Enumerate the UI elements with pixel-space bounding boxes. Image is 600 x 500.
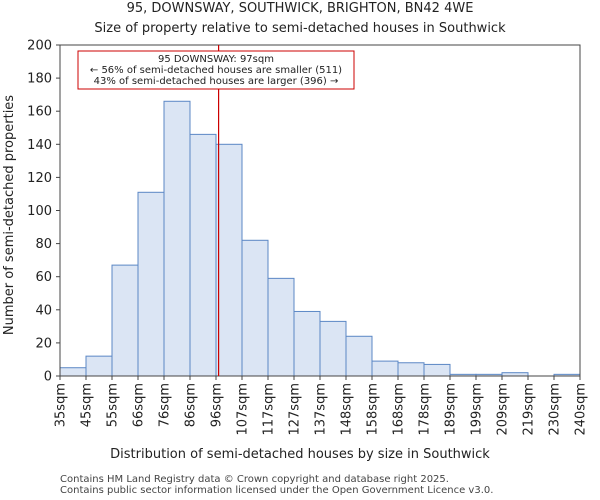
x-tick-label: 230sqm (548, 383, 563, 436)
x-tick-labels: 35sqm 45sqm 55sqm 66sqm 76sqm 86sqm 96sqm 107sq… (54, 376, 589, 436)
histogram-bar (163, 100, 191, 377)
histogram-bar (241, 239, 269, 377)
x-tick-label: 219sqm (522, 383, 537, 436)
y-tick-label: 180 (27, 72, 52, 87)
x-tick-label: 96sqm (210, 383, 225, 427)
y-tick-label: 140 (27, 138, 52, 153)
x-tick-label: 86sqm (184, 383, 199, 427)
annotation-box: 95 DOWNSWAY: 97sqm ← 56% of semi-detache… (77, 50, 355, 90)
histogram-bar (423, 363, 451, 377)
histogram-bar (371, 360, 399, 377)
chart-title: 95, DOWNSWAY, SOUTHWICK, BRIGHTON, BN42 … (127, 1, 474, 16)
x-tick-label: 35sqm (54, 383, 69, 427)
y-tick-label: 80 (35, 237, 52, 252)
histogram-bar (319, 320, 347, 377)
x-tick-label: 178sqm (418, 383, 433, 436)
plot-area-frame (59, 44, 581, 377)
footer-copyright: Contains HM Land Registry data © Crown c… (60, 474, 449, 485)
x-tick-label: 137sqm (314, 383, 329, 436)
x-tick-label: 127sqm (288, 383, 303, 436)
x-tick-label: 76sqm (158, 383, 173, 427)
x-tick-label: 148sqm (340, 383, 355, 436)
y-tick-marks (56, 44, 60, 377)
x-axis-label: Distribution of semi-detached houses by … (110, 447, 490, 462)
y-tick-label: 100 (27, 204, 52, 219)
histogram-bar (111, 264, 139, 377)
y-tick-label: 160 (27, 105, 52, 120)
annotation-frame (77, 50, 355, 90)
x-tick-label: 107sqm (236, 383, 251, 436)
x-tick-label: 199sqm (470, 383, 485, 436)
x-tick-label: 55sqm (106, 383, 121, 427)
histogram-bar (85, 355, 113, 377)
y-tick-labels: 0 20 40 60 80 100 120 140 160 180 200 (27, 39, 52, 385)
x-tick-label: 45sqm (80, 383, 95, 427)
annotation-line-2: ← 56% of semi-detached houses are smalle… (90, 65, 342, 76)
histogram-bar (345, 335, 373, 377)
y-tick-label: 20 (35, 336, 52, 351)
histogram-bar (59, 367, 87, 377)
y-tick-label: 0 (44, 370, 52, 385)
x-tick-label: 117sqm (262, 383, 277, 436)
y-tick-label: 200 (27, 39, 52, 54)
annotation-line-3: 43% of semi-detached houses are larger (… (94, 76, 339, 87)
histogram-bar (293, 310, 321, 377)
y-tick-label: 40 (35, 303, 52, 318)
histogram-bars (59, 100, 581, 377)
annotation-line-1: 95 DOWNSWAY: 97sqm (158, 54, 274, 65)
x-tick-label: 66sqm (132, 383, 147, 427)
chart-subtitle: Size of property relative to semi-detach… (94, 21, 506, 36)
y-axis-label: Number of semi-detached properties (2, 95, 17, 335)
histogram-bar (215, 143, 243, 377)
y-tick-label: 120 (27, 171, 52, 186)
histogram-bar (267, 277, 295, 377)
histogram-bar (397, 362, 425, 377)
histogram-bar (189, 133, 217, 377)
histogram-bar (137, 191, 165, 377)
x-tick-label: 209sqm (496, 383, 511, 436)
x-tick-label: 189sqm (444, 383, 459, 436)
footer-licence: Contains public sector information licen… (60, 485, 494, 496)
x-tick-label: 168sqm (392, 383, 407, 436)
x-tick-label: 240sqm (574, 383, 589, 436)
x-tick-label: 158sqm (366, 383, 381, 436)
y-tick-label: 60 (35, 270, 52, 285)
